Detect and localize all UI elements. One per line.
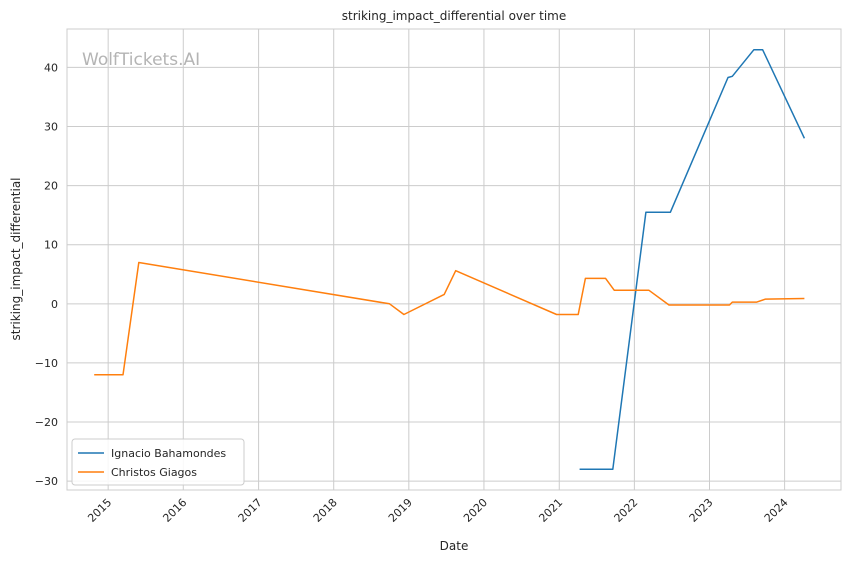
legend-entries: Ignacio Bahamondes Christos Giagos (78, 447, 226, 479)
y-tick-label: 20 (44, 180, 58, 193)
y-tick-label: 40 (44, 61, 58, 74)
x-tick-label: 2020 (461, 496, 490, 525)
plot-area-frame (66, 28, 842, 491)
y-tick-label: −30 (35, 475, 58, 488)
x-tick-label: 2023 (687, 496, 716, 525)
y-tick-label: 0 (51, 298, 58, 311)
x-tick-label: 2015 (85, 496, 114, 525)
y-tick-label: 10 (44, 239, 58, 252)
legend: Ignacio Bahamondes Christos Giagos (71, 438, 245, 486)
series-line-christos-giagos (94, 261, 805, 376)
chart-title: striking_impact_differential over time (342, 9, 567, 23)
y-tick-label: −20 (35, 416, 58, 429)
y-tick-label: −10 (35, 357, 58, 370)
series-lines (94, 48, 806, 471)
x-tick-label: 2024 (762, 496, 791, 525)
x-tick-label: 2022 (612, 496, 641, 525)
grid (67, 29, 841, 490)
legend-label: Ignacio Bahamondes (111, 447, 226, 460)
watermark-text: WolfTickets.AI (82, 50, 200, 70)
y-axis-title: striking_impact_differential (9, 177, 23, 340)
x-tick-label: 2019 (386, 496, 415, 525)
x-tick-label: 2021 (536, 496, 565, 525)
x-tick-label: 2017 (236, 496, 265, 525)
legend-box (71, 438, 245, 486)
x-tick-label: 2018 (311, 496, 340, 525)
legend-label: Christos Giagos (111, 466, 197, 479)
y-tick-label: 30 (44, 121, 58, 134)
x-axis-title: Date (440, 539, 469, 553)
series-line-ignacio-bahamondes (579, 48, 806, 471)
x-tick-label: 2016 (160, 496, 189, 525)
